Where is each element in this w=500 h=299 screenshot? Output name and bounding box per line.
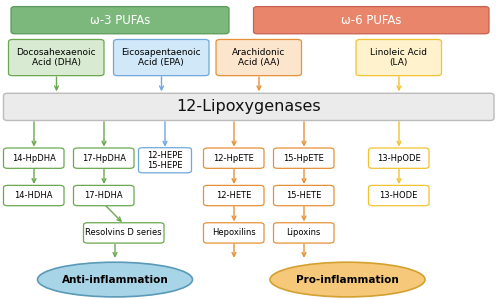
Text: 17-HpDHA: 17-HpDHA xyxy=(82,154,126,163)
Text: 13-HODE: 13-HODE xyxy=(380,191,418,200)
FancyBboxPatch shape xyxy=(254,7,489,34)
Text: Hepoxilins: Hepoxilins xyxy=(212,228,256,237)
Text: 12-HpETE: 12-HpETE xyxy=(214,154,254,163)
FancyBboxPatch shape xyxy=(114,39,209,76)
Text: ω-3 PUFAs: ω-3 PUFAs xyxy=(90,14,150,27)
Text: ω-6 PUFAs: ω-6 PUFAs xyxy=(341,14,402,27)
Ellipse shape xyxy=(38,262,192,297)
Text: 12-HETE: 12-HETE xyxy=(216,191,252,200)
FancyBboxPatch shape xyxy=(216,39,302,76)
FancyBboxPatch shape xyxy=(368,148,429,168)
FancyBboxPatch shape xyxy=(204,185,264,206)
FancyBboxPatch shape xyxy=(274,148,334,168)
Text: Eicosapentaenoic
Acid (EPA): Eicosapentaenoic Acid (EPA) xyxy=(122,48,201,67)
Text: 13-HpODE: 13-HpODE xyxy=(377,154,420,163)
Text: 14-HDHA: 14-HDHA xyxy=(14,191,53,200)
FancyBboxPatch shape xyxy=(84,223,164,243)
Ellipse shape xyxy=(270,262,425,297)
Text: Arachidonic
Acid (AA): Arachidonic Acid (AA) xyxy=(232,48,285,67)
Text: 14-HpDHA: 14-HpDHA xyxy=(12,154,56,163)
FancyBboxPatch shape xyxy=(368,185,429,206)
FancyBboxPatch shape xyxy=(138,148,192,173)
FancyBboxPatch shape xyxy=(4,185,64,206)
Text: 12-HEPE
15-HEPE: 12-HEPE 15-HEPE xyxy=(147,151,182,170)
FancyBboxPatch shape xyxy=(74,148,134,168)
FancyBboxPatch shape xyxy=(204,223,264,243)
Text: Pro-inflammation: Pro-inflammation xyxy=(296,274,399,285)
Text: 12-Lipoxygenases: 12-Lipoxygenases xyxy=(176,99,321,115)
Text: Resolvins D series: Resolvins D series xyxy=(86,228,162,237)
FancyBboxPatch shape xyxy=(74,185,134,206)
Text: Lipoxins: Lipoxins xyxy=(286,228,321,237)
FancyBboxPatch shape xyxy=(11,7,229,34)
Text: Docosahexaenoic
Acid (DHA): Docosahexaenoic Acid (DHA) xyxy=(16,48,96,67)
FancyBboxPatch shape xyxy=(4,93,494,120)
FancyBboxPatch shape xyxy=(204,148,264,168)
FancyBboxPatch shape xyxy=(356,39,442,76)
FancyBboxPatch shape xyxy=(4,148,64,168)
Text: 15-HETE: 15-HETE xyxy=(286,191,322,200)
FancyBboxPatch shape xyxy=(8,39,104,76)
FancyBboxPatch shape xyxy=(274,185,334,206)
Text: 17-HDHA: 17-HDHA xyxy=(84,191,123,200)
Text: Anti-inflammation: Anti-inflammation xyxy=(62,274,168,285)
Text: 15-HpETE: 15-HpETE xyxy=(284,154,324,163)
FancyBboxPatch shape xyxy=(274,223,334,243)
Text: Linoleic Acid
(LA): Linoleic Acid (LA) xyxy=(370,48,427,67)
